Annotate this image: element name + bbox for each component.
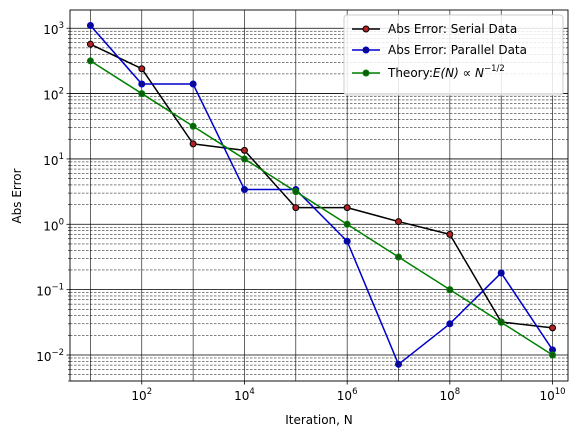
y-tick-label: 10−1 — [36, 283, 64, 299]
data-point-theory — [240, 155, 248, 163]
data-point-serial — [138, 65, 146, 73]
tick-base: 10 — [337, 389, 352, 403]
x-tick-label: 102 — [131, 387, 152, 403]
grid-lines — [70, 10, 568, 382]
data-point-parallel — [138, 80, 146, 88]
tick-exponent: 6 — [352, 387, 357, 397]
legend-label-serial: Abs Error: Serial Data — [388, 22, 517, 36]
data-point-serial — [189, 140, 197, 148]
legend-prefix: Theory: — [387, 66, 433, 80]
data-point-parallel — [446, 320, 454, 328]
tick-exponent: −2 — [51, 348, 64, 358]
series-line-theory — [90, 60, 553, 356]
y-tick-label: 102 — [43, 87, 64, 103]
legend-formula: E(N) ∝ N — [433, 66, 484, 80]
tick-base: 10 — [43, 154, 58, 168]
data-point-serial — [343, 204, 351, 212]
data-point-theory — [292, 188, 300, 196]
data-point-serial — [395, 218, 403, 226]
tick-base: 10 — [36, 285, 51, 299]
tick-exponent: 8 — [455, 387, 460, 397]
plot-frame — [69, 9, 569, 382]
data-point-parallel — [86, 22, 94, 30]
tick-exponent: 4 — [249, 387, 254, 397]
data-point-theory — [189, 122, 197, 130]
x-tick-label: 104 — [234, 387, 255, 403]
data-point-parallel — [240, 186, 248, 194]
tick-base: 10 — [43, 89, 58, 103]
data-point-theory — [395, 253, 403, 261]
y-tick-label: 100 — [43, 217, 64, 233]
x-tick-label: 106 — [337, 387, 358, 403]
y-tick-label: 103 — [43, 21, 64, 37]
x-tick-label: 1010 — [539, 387, 565, 403]
legend-marker-parallel — [362, 46, 370, 54]
legend: Abs Error: Serial Data Abs Error: Paralle… — [343, 14, 564, 96]
data-point-theory — [446, 286, 454, 294]
data-point-serial — [549, 324, 557, 332]
data-point-theory — [138, 90, 146, 98]
legend-label-theory: Theory:E(N) ∝ N−1/2 — [387, 64, 505, 80]
tick-base: 10 — [131, 389, 146, 403]
legend-marker-serial — [362, 25, 370, 33]
tick-exponent: −1 — [51, 283, 64, 293]
tick-base: 10 — [43, 219, 58, 233]
legend-label-parallel: Abs Error: Parallel Data — [388, 43, 527, 57]
legend-exponent: −1/2 — [484, 64, 505, 74]
tick-base: 10 — [440, 389, 455, 403]
legend-marker-theory — [362, 69, 370, 77]
tick-base: 10 — [36, 350, 51, 364]
tick-exponent: 10 — [555, 387, 566, 397]
tick-base: 10 — [234, 389, 249, 403]
x-tick-label: 108 — [440, 387, 461, 403]
y-tick-label: 10−2 — [36, 348, 64, 364]
data-point-serial — [446, 230, 454, 238]
series-layer — [86, 22, 557, 368]
x-axis-label: Iteration, N — [285, 413, 353, 427]
data-point-serial — [86, 40, 94, 48]
series-line-parallel — [89, 25, 554, 366]
data-point-parallel — [189, 80, 197, 88]
data-point-serial — [240, 146, 248, 154]
data-point-theory — [86, 57, 94, 65]
data-point-theory — [497, 318, 505, 326]
tick-exponent: 2 — [59, 87, 64, 97]
data-point-parallel — [395, 360, 403, 368]
tick-base: 10 — [43, 23, 58, 37]
tick-exponent: 1 — [59, 152, 64, 162]
tick-exponent: 3 — [59, 21, 64, 31]
data-point-theory — [549, 351, 557, 359]
data-point-parallel — [497, 269, 505, 277]
data-point-serial — [292, 204, 300, 212]
legend-box — [343, 14, 564, 96]
data-point-parallel — [343, 237, 351, 245]
tick-exponent: 0 — [59, 217, 64, 227]
tick-exponent: 2 — [147, 387, 152, 397]
y-axis-label: Abs Error — [10, 168, 24, 223]
y-tick-label: 101 — [43, 152, 64, 168]
tick-base: 10 — [539, 389, 554, 403]
data-point-theory — [343, 220, 351, 228]
